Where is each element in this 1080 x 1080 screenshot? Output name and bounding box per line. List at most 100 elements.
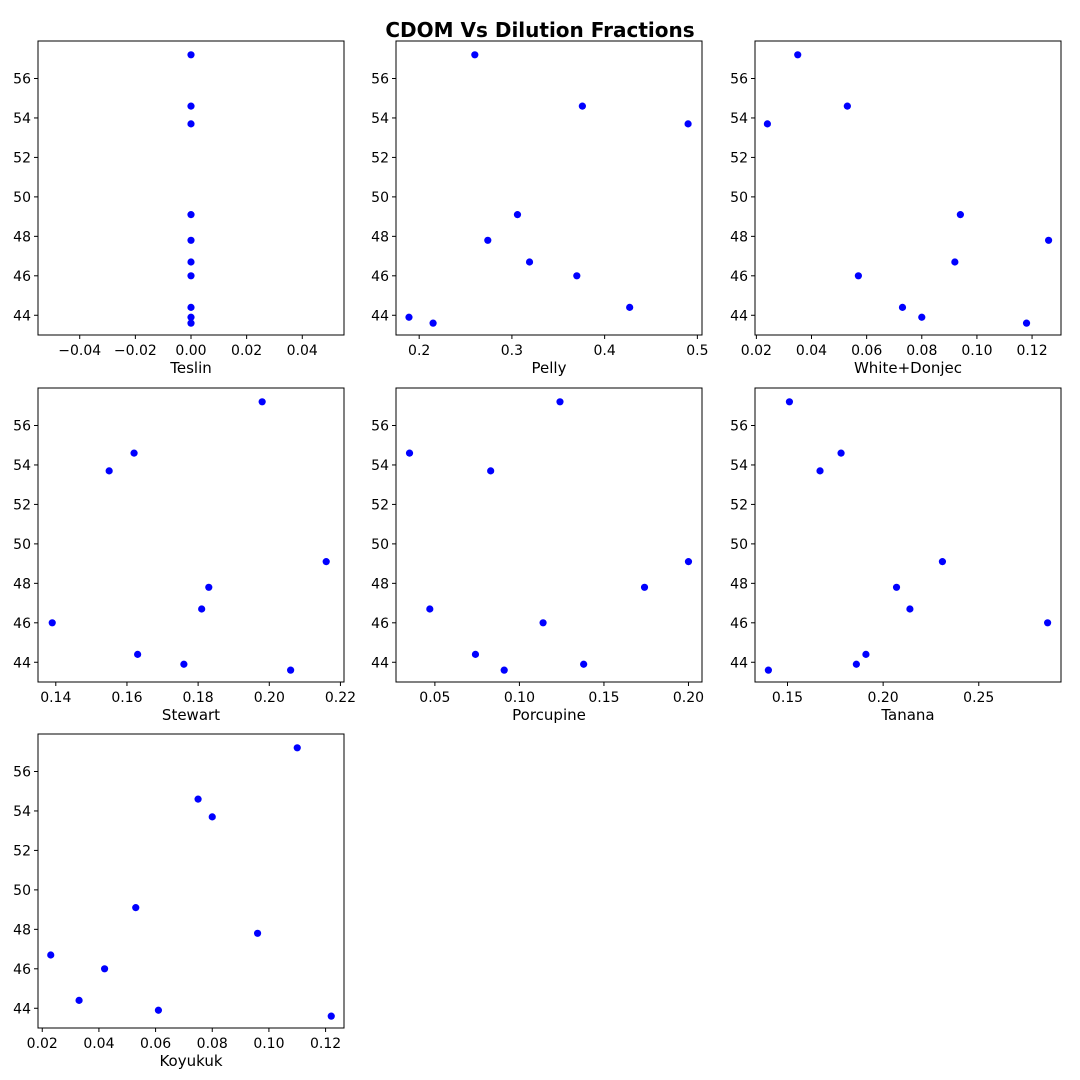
- y-tick-label: 48: [13, 922, 31, 938]
- axes-frame: [37, 733, 345, 1029]
- y-tick-label: 54: [13, 111, 31, 127]
- y-tick-label: 50: [371, 537, 389, 553]
- y-tick-label: 56: [371, 418, 389, 434]
- data-point: [640, 583, 649, 591]
- x-tick-label: 0.02: [741, 343, 772, 359]
- data-point: [573, 272, 581, 280]
- data-point: [187, 303, 195, 311]
- data-point: [429, 319, 437, 327]
- data-point: [843, 102, 851, 110]
- x-axis-label: Porcupine: [512, 706, 586, 724]
- y-tick-label: 50: [371, 190, 389, 206]
- x-tick-label: 0.15: [588, 690, 619, 706]
- data-point: [180, 660, 188, 668]
- y-tick-label: 46: [730, 616, 748, 632]
- y-tick-label: 44: [13, 308, 31, 324]
- y-tick-label: 44: [371, 308, 389, 324]
- y-tick-label: 56: [730, 71, 748, 87]
- data-point: [405, 313, 413, 321]
- y-tick-label: 52: [13, 497, 31, 513]
- y-tick-label: 54: [13, 458, 31, 474]
- subplot-koyukuk: 44 46 48 50 52 54 56 0.02 0.04 0.06 0.08 0.10 0.12 Ko…: [13, 733, 345, 1070]
- data-point: [154, 1006, 163, 1014]
- x-tick-label: 0.20: [868, 690, 899, 706]
- y-tick-label: 44: [13, 655, 31, 671]
- axes-frame: [37, 387, 345, 683]
- y-tick-label: 48: [371, 576, 389, 592]
- data-point: [48, 619, 56, 627]
- data-point: [208, 813, 216, 821]
- panels: 44 46 48 50 52 54 56 −0.04 −0.02 0.00 0.02 0.04 Tesl…: [13, 40, 1062, 1070]
- y-tick-label: 56: [13, 418, 31, 434]
- data-point: [785, 398, 794, 406]
- y-tick-label: 46: [730, 269, 748, 285]
- data-point: [187, 211, 195, 219]
- data-point: [578, 102, 586, 110]
- data-point: [763, 120, 772, 128]
- y-tick-label: 44: [730, 655, 748, 671]
- data-point: [471, 51, 479, 59]
- data-point: [198, 605, 206, 613]
- x-tick-label: 0.12: [1016, 343, 1047, 359]
- axes-frame: [395, 40, 703, 336]
- data-point: [862, 650, 870, 658]
- data-point: [187, 319, 195, 327]
- data-point: [187, 272, 195, 280]
- data-point: [187, 102, 195, 110]
- y-tick-label: 48: [13, 229, 31, 245]
- x-tick-label: 0.4: [594, 343, 616, 359]
- x-tick-label: 0.14: [40, 690, 71, 706]
- data-point: [130, 449, 138, 457]
- x-tick-label: 0.08: [197, 1036, 228, 1052]
- y-tick-label: 46: [13, 962, 31, 978]
- y-tick-label: 52: [13, 843, 31, 859]
- x-tick-label: 0.20: [673, 690, 704, 706]
- axes-frame: [37, 40, 345, 336]
- data-point: [487, 467, 495, 475]
- x-axis-label: Tanana: [880, 706, 934, 724]
- y-tick-label: 50: [13, 190, 31, 206]
- data-point: [938, 558, 947, 566]
- x-tick-label: 0.16: [111, 690, 142, 706]
- data-point: [892, 583, 901, 591]
- y-tick-label: 44: [730, 308, 748, 324]
- y-tick-label: 44: [371, 655, 389, 671]
- x-tick-label: −0.04: [58, 343, 101, 359]
- x-axis-label: White+Donjec: [854, 359, 962, 377]
- subplot-pelly: 44 46 48 50 52 54 56 0.2 0.3 0.4 0.5 Pelly: [371, 40, 708, 377]
- data-point: [471, 650, 480, 658]
- data-point: [1044, 236, 1053, 244]
- y-tick-label: 46: [13, 616, 31, 632]
- y-tick-label: 56: [13, 764, 31, 780]
- subplot-tanana: 44 46 48 50 52 54 56 0.15 0.20 0.25 Tanana: [730, 387, 1062, 724]
- y-tick-label: 50: [730, 537, 748, 553]
- x-tick-label: 0.3: [501, 343, 523, 359]
- data-point: [513, 211, 522, 219]
- y-tick-label: 54: [371, 458, 389, 474]
- subplot-teslin: 44 46 48 50 52 54 56 −0.04 −0.02 0.00 0.02 0.04 Tesl…: [13, 40, 345, 377]
- data-point: [187, 51, 195, 59]
- data-point: [322, 558, 330, 566]
- data-point: [764, 666, 772, 674]
- y-tick-label: 54: [13, 804, 31, 820]
- x-tick-label: 0.05: [419, 690, 450, 706]
- y-tick-label: 52: [730, 150, 748, 166]
- data-point: [794, 51, 802, 59]
- x-tick-label: 0.04: [796, 343, 827, 359]
- y-tick-label: 56: [13, 71, 31, 87]
- data-point: [426, 605, 434, 613]
- y-tick-label: 52: [13, 150, 31, 166]
- x-tick-label: 0.2: [408, 343, 430, 359]
- data-point: [205, 583, 213, 591]
- x-tick-label: 0.5: [686, 343, 708, 359]
- data-point: [258, 398, 266, 406]
- data-point: [293, 744, 301, 752]
- subplot-stewart: 44 46 48 50 52 54 56 0.14 0.16 0.18 0.20 0.22 Stewar…: [13, 387, 356, 724]
- y-tick-label: 52: [371, 497, 389, 513]
- x-tick-label: 0.18: [183, 690, 214, 706]
- data-point: [187, 236, 195, 244]
- y-tick-label: 44: [13, 1001, 31, 1017]
- x-tick-label: 0.20: [254, 690, 285, 706]
- data-point: [684, 558, 693, 566]
- data-point: [852, 660, 860, 668]
